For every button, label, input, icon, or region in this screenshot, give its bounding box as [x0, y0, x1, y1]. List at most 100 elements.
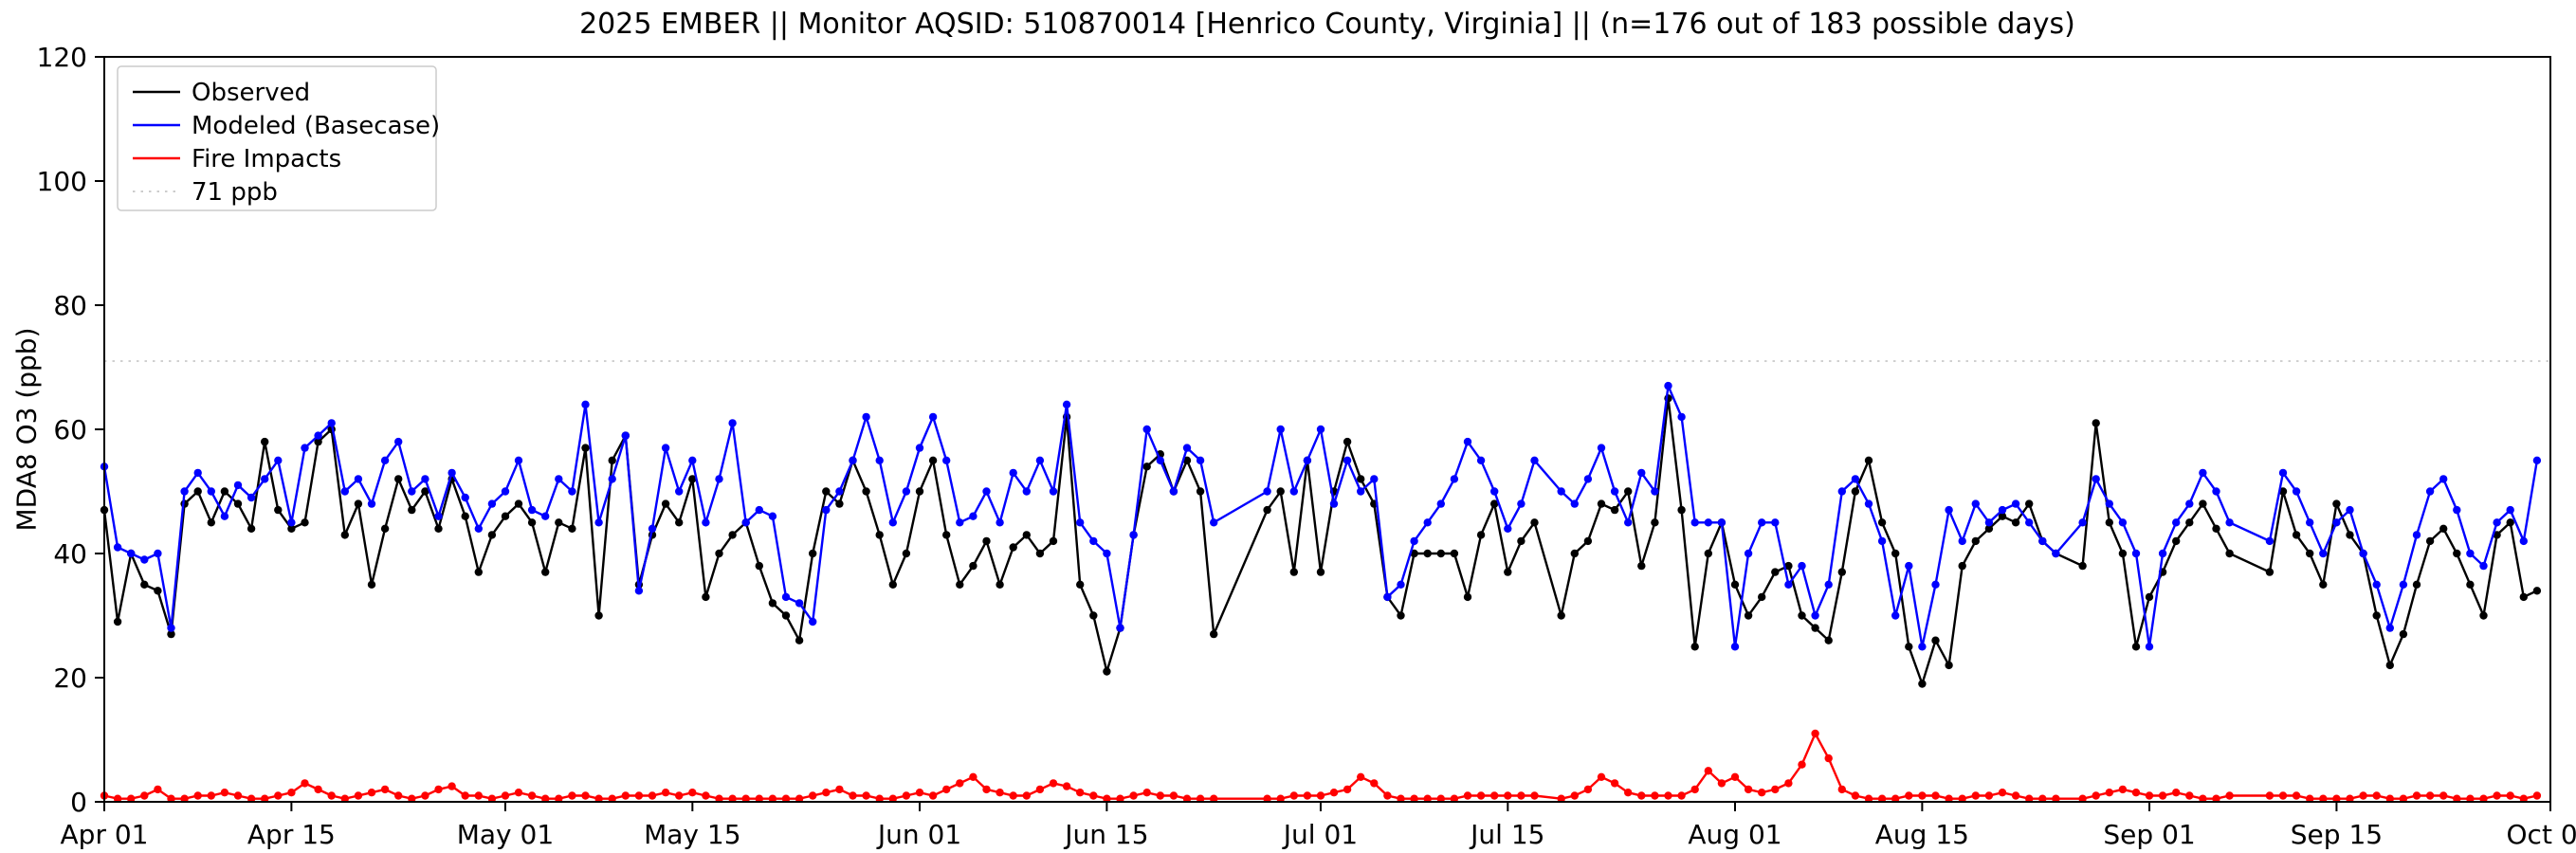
data-point — [2519, 794, 2528, 803]
data-point — [809, 549, 817, 558]
data-point — [1984, 518, 1994, 527]
data-point — [301, 518, 309, 527]
data-point — [434, 512, 443, 520]
data-point — [862, 791, 870, 800]
data-point — [1504, 791, 1512, 800]
data-point — [1035, 549, 1045, 558]
data-point — [2506, 505, 2514, 515]
data-point — [2118, 785, 2128, 794]
data-point — [2479, 794, 2488, 803]
data-point — [2346, 794, 2354, 803]
data-point — [1971, 536, 1980, 546]
data-point — [1263, 505, 1271, 515]
data-point — [755, 794, 763, 803]
data-point — [2493, 791, 2501, 800]
data-point — [648, 791, 657, 800]
data-point — [875, 456, 884, 464]
data-point — [1303, 791, 1312, 800]
data-point — [1570, 499, 1580, 508]
data-point — [1316, 568, 1325, 576]
data-point — [795, 599, 804, 608]
data-point — [1811, 729, 1819, 738]
data-point — [1129, 531, 1138, 539]
x-tick-label: Aug 01 — [1688, 819, 1781, 850]
data-point — [421, 487, 429, 496]
data-point — [594, 611, 603, 620]
y-tick-label: 40 — [53, 538, 87, 570]
data-point — [1998, 789, 2007, 797]
data-point — [1931, 636, 1940, 644]
data-point — [594, 794, 603, 803]
data-point — [581, 400, 590, 408]
data-point — [1142, 789, 1151, 797]
data-point — [1771, 785, 1780, 794]
data-point — [2011, 791, 2020, 800]
data-point — [608, 456, 616, 464]
data-point — [1610, 505, 1619, 515]
data-point — [207, 487, 215, 496]
data-point — [1704, 549, 1713, 558]
data-point — [1476, 531, 1486, 539]
data-point — [2532, 587, 2542, 595]
data-point — [314, 431, 322, 440]
data-point — [2385, 624, 2394, 632]
data-point — [1651, 518, 1659, 527]
data-point — [2332, 499, 2341, 508]
data-point — [1570, 549, 1580, 558]
data-point — [1263, 487, 1271, 496]
data-point — [1891, 611, 1900, 620]
data-point — [1169, 487, 1178, 496]
data-point — [1182, 794, 1192, 803]
data-point — [835, 785, 844, 794]
data-point — [1918, 680, 1927, 688]
data-point — [180, 794, 189, 803]
x-tick-label: Sep 01 — [2103, 819, 2195, 850]
x-tick-label: Jul 01 — [1282, 819, 1358, 850]
data-point — [220, 512, 229, 520]
data-point — [2038, 794, 2047, 803]
data-point — [1517, 499, 1526, 508]
data-point — [1410, 794, 1418, 803]
data-point — [501, 512, 510, 520]
data-point — [1918, 643, 1927, 651]
data-point — [1397, 611, 1405, 620]
data-point — [1851, 791, 1860, 800]
data-point — [555, 518, 563, 527]
data-point — [835, 487, 844, 496]
data-point — [1009, 468, 1017, 478]
data-point — [2145, 791, 2154, 800]
data-point — [287, 789, 296, 797]
data-point — [154, 587, 162, 595]
data-point — [314, 785, 322, 794]
data-point — [1583, 536, 1593, 546]
data-point — [2212, 524, 2220, 533]
data-point — [2278, 791, 2288, 800]
data-point — [755, 561, 763, 571]
data-point — [1837, 568, 1847, 576]
data-point — [942, 531, 951, 539]
data-point — [2306, 549, 2314, 558]
data-point — [1624, 487, 1633, 496]
data-point — [527, 505, 537, 515]
data-point — [1357, 772, 1365, 781]
data-point — [327, 419, 336, 427]
data-point — [2225, 791, 2234, 800]
data-point — [408, 505, 416, 515]
data-point — [888, 580, 897, 589]
data-point — [1182, 444, 1192, 452]
data-point — [340, 531, 349, 539]
data-point — [702, 518, 710, 527]
data-point — [1784, 779, 1793, 788]
data-point — [1450, 794, 1459, 803]
data-point — [487, 794, 497, 803]
data-point — [1971, 791, 1980, 800]
data-point — [2532, 456, 2542, 464]
data-point — [768, 599, 777, 608]
data-point — [261, 437, 269, 446]
data-point — [487, 531, 497, 539]
data-point — [354, 791, 363, 800]
data-point — [608, 475, 616, 483]
data-point — [982, 536, 991, 546]
data-point — [2038, 536, 2047, 546]
